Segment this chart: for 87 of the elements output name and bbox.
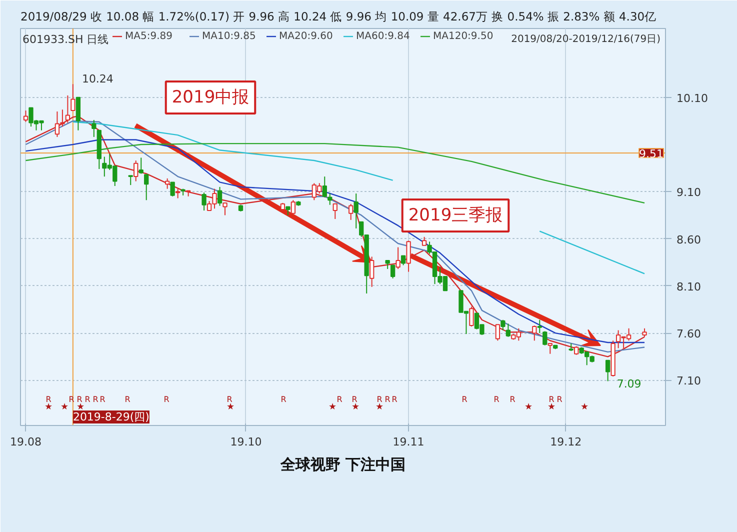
annotation: ★: [524, 402, 533, 412]
ref-line-label: 2019-8-29(四): [72, 410, 150, 424]
annotation: R: [92, 395, 99, 404]
legend-label: MA20:9.60: [279, 30, 334, 42]
candlestick: [532, 325, 537, 342]
x-tick-label: 19.08: [10, 436, 42, 448]
annotation: R: [280, 395, 287, 404]
candlestick: [328, 193, 332, 206]
x-tick-label: 19.10: [230, 436, 262, 448]
candlestick: [92, 119, 96, 138]
y-tick-label: 7.60: [676, 328, 701, 341]
annotation: ★: [328, 402, 337, 412]
annotation: R: [164, 395, 170, 404]
annotation: 2019中报: [172, 88, 250, 108]
candlestick: [542, 330, 548, 346]
annotation: ★: [351, 402, 360, 412]
annotation: R: [46, 395, 52, 404]
candlestick: [495, 324, 500, 342]
candlestick: [332, 203, 338, 220]
legend-label: MA120:9.50: [433, 30, 494, 42]
annotation: R: [376, 395, 383, 404]
x-tick-label: 19.12: [550, 436, 582, 448]
annotation: ★: [76, 402, 85, 412]
annotation: 2019/08/20-2019/12/16(79日): [511, 34, 661, 45]
annotation: 10.24: [82, 72, 114, 86]
annotation: ★: [60, 402, 69, 412]
candlestick: [500, 319, 506, 331]
y-tick-label: 9.10: [676, 186, 701, 200]
annotation: R: [494, 395, 500, 404]
candlestick: [164, 178, 170, 190]
y-tick-label: 8.10: [676, 280, 701, 294]
candlestick: [537, 319, 542, 334]
candlestick: [400, 255, 406, 266]
legend-label: MA10:9.85: [202, 30, 257, 42]
annotation: R: [548, 395, 555, 404]
annotation: R: [510, 395, 516, 404]
candlestick: [144, 174, 149, 201]
chart-title: 2019/08/29 收 10.08 幅 1.72%(0.17) 开 9.96 高 10.24 低 9.96 均 10.09 量 42.67万 换 0.54% 振 2.83% 额 4.30亿: [20, 10, 657, 24]
annotation: R: [462, 395, 468, 404]
annotation: R: [336, 395, 343, 404]
annotation: R: [100, 395, 106, 404]
annotation: ★: [547, 402, 556, 412]
candlestick: [138, 157, 144, 174]
y-tick-label: 8.60: [676, 233, 701, 246]
y-tick-label: 10.10: [676, 92, 708, 105]
annotation: R: [76, 395, 83, 404]
text: 全球视野 下注中国: [279, 456, 406, 474]
candlestick: [202, 192, 206, 211]
candlestick: [605, 360, 610, 382]
candlestick: [396, 246, 400, 270]
candlestick: [370, 256, 374, 288]
candlestick: [548, 342, 552, 354]
candlestick: [175, 188, 180, 199]
candlestick: [70, 84, 76, 112]
candlestick: [134, 160, 138, 182]
candlestick: [390, 264, 396, 279]
candlestick: [348, 203, 354, 220]
annotation: R: [392, 395, 398, 404]
candlestick: [128, 175, 133, 186]
annotation: R: [226, 395, 233, 404]
annotation: ★: [44, 402, 53, 412]
candlestick: [217, 186, 222, 206]
candlestick: [354, 193, 358, 229]
annotation: ★: [375, 402, 384, 412]
annotation: R: [352, 395, 358, 404]
annotation: R: [124, 395, 131, 404]
annotation: ★: [226, 402, 235, 412]
annotation: R: [384, 395, 391, 404]
legend-label: MA60:9.84: [356, 30, 411, 42]
legend-label: MA5:9.89: [125, 30, 174, 42]
candlestick: [23, 110, 28, 122]
candlestick: [76, 96, 81, 131]
candlestick: [506, 323, 511, 338]
annotation: 7.09: [616, 378, 642, 391]
candlestick: [170, 182, 175, 197]
annotation: ★: [580, 402, 589, 412]
candlestick: [322, 176, 327, 198]
annotation: 2019三季报: [408, 206, 503, 226]
annotation: R: [84, 395, 91, 404]
candlestick: [222, 202, 228, 216]
candlestick: [406, 240, 411, 272]
candlestick: [290, 200, 296, 214]
candlestick: [469, 306, 474, 327]
y-tick-label: 7.10: [676, 374, 701, 388]
x-tick-label: 19.11: [392, 436, 424, 448]
ref-line-label: 9.51: [639, 147, 664, 160]
annotation: R: [556, 395, 563, 404]
